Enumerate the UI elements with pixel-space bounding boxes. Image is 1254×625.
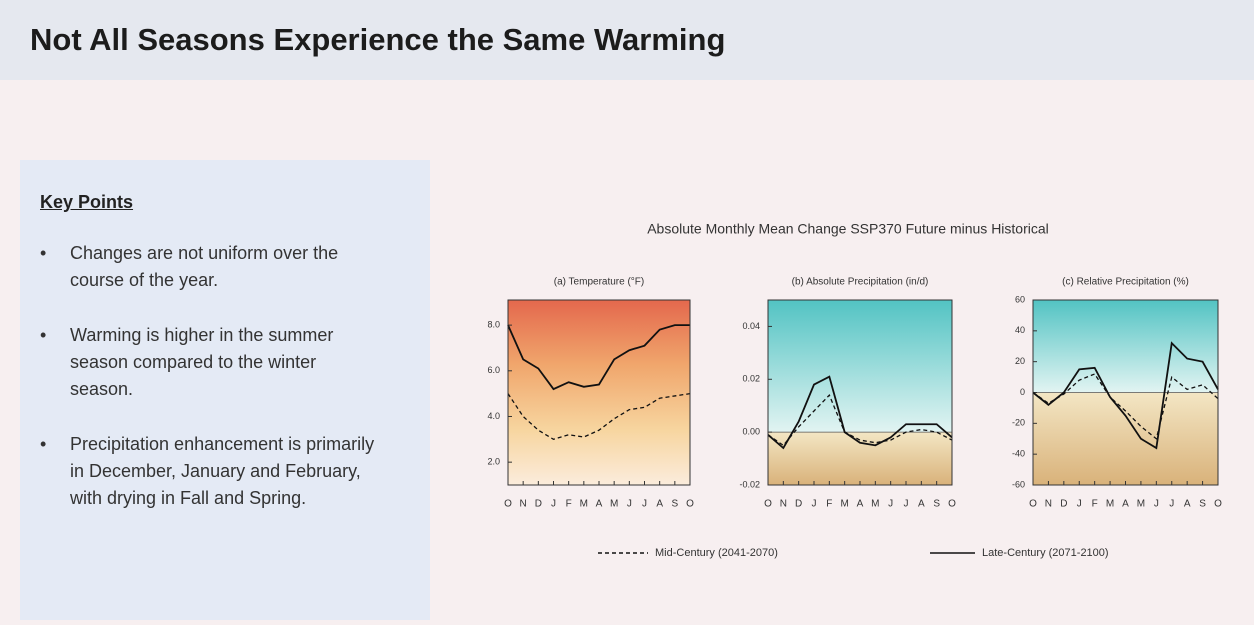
- x-tick-label: D: [795, 499, 802, 510]
- series-line: [507, 392, 691, 441]
- y-tick-label: 0.02: [742, 374, 760, 384]
- plot-frame: [767, 299, 953, 486]
- figure-title: Absolute Monthly Mean Change SSP370 Futu…: [647, 221, 1049, 237]
- y-tick-label: 2.0: [487, 457, 500, 467]
- series-line: [767, 393, 953, 447]
- y-tick-label: -60: [1012, 479, 1025, 489]
- y-tick-label: 4.0: [487, 411, 500, 421]
- key-points-heading: Key Points: [40, 192, 134, 212]
- bullet: Changes are not uniform over the course …: [20, 240, 380, 294]
- slide-title: Not All Seasons Experience the Same Warm…: [30, 22, 726, 57]
- x-tick-label: J: [1154, 499, 1159, 510]
- chart-title: (b) Absolute Precipitation (in/d): [792, 277, 929, 288]
- y-tick-label: 0: [1020, 387, 1025, 397]
- x-tick-label: J: [1169, 499, 1174, 510]
- chart-title: (c) Relative Precipitation (%): [1062, 277, 1189, 288]
- bullet: Precipitation enhancement is primarily i…: [20, 431, 380, 512]
- x-tick-label: J: [812, 499, 817, 510]
- x-tick-label: S: [1199, 499, 1206, 510]
- x-tick-label: S: [671, 499, 678, 510]
- x-tick-label: J: [904, 499, 909, 510]
- y-tick-label: 6.0: [487, 365, 500, 375]
- legend-label: Late-Century (2071-2100): [982, 547, 1109, 559]
- x-tick-label: A: [918, 499, 925, 510]
- x-tick-label: F: [566, 499, 572, 510]
- x-tick-label: O: [1029, 499, 1037, 510]
- plot-background: [768, 300, 952, 433]
- x-tick-label: A: [1122, 499, 1129, 510]
- chart-title: (a) Temperature (°F): [554, 277, 645, 288]
- x-tick-label: M: [1106, 499, 1114, 510]
- x-tick-label: M: [840, 499, 848, 510]
- plot-background: [508, 300, 690, 485]
- x-tick-label: F: [826, 499, 832, 510]
- plot-background: [1033, 300, 1218, 393]
- y-tick-label: -20: [1012, 418, 1025, 428]
- x-tick-label: O: [948, 499, 956, 510]
- series-line: [507, 324, 690, 391]
- series-line: [1032, 373, 1219, 440]
- x-tick-label: O: [1214, 499, 1222, 510]
- x-tick-label: N: [1045, 499, 1052, 510]
- bullet: Warming is higher in the summer season c…: [20, 322, 380, 403]
- x-tick-label: M: [871, 499, 879, 510]
- plot-background: [1033, 392, 1218, 485]
- x-tick-label: J: [627, 499, 632, 510]
- x-tick-label: M: [580, 499, 588, 510]
- x-tick-label: O: [504, 499, 512, 510]
- x-tick-label: D: [1060, 499, 1067, 510]
- y-tick-label: 8.0: [487, 319, 500, 329]
- y-tick-label: 20: [1015, 356, 1025, 366]
- x-tick-label: F: [1092, 499, 1098, 510]
- x-tick-label: A: [1184, 499, 1191, 510]
- x-tick-label: J: [1077, 499, 1082, 510]
- plot-background: [768, 432, 952, 485]
- x-tick-label: N: [780, 499, 787, 510]
- x-tick-label: J: [551, 499, 556, 510]
- x-tick-label: M: [610, 499, 618, 510]
- legend: Mid-Century (2041-2070) Late-Century (20…: [598, 547, 1109, 559]
- x-tick-label: O: [686, 499, 694, 510]
- x-tick-label: A: [656, 499, 663, 510]
- plot-frame: [507, 299, 691, 486]
- y-tick-label: 60: [1015, 294, 1025, 304]
- x-tick-label: D: [535, 499, 542, 510]
- x-tick-label: J: [642, 499, 647, 510]
- legend-label: Mid-Century (2041-2070): [655, 547, 778, 559]
- y-tick-label: 0.04: [742, 321, 760, 331]
- x-tick-label: S: [933, 499, 940, 510]
- key-points-panel: Key Points Changes are not uniform over …: [20, 160, 430, 620]
- series-line: [767, 375, 953, 450]
- x-tick-label: M: [1137, 499, 1145, 510]
- series-line: [1032, 341, 1219, 450]
- x-tick-label: N: [520, 499, 527, 510]
- title-bar: [0, 0, 1254, 80]
- key-points-list: Changes are not uniform over the course …: [20, 240, 380, 540]
- x-tick-label: J: [888, 499, 893, 510]
- y-tick-label: 40: [1015, 325, 1025, 335]
- y-tick-label: -40: [1012, 449, 1025, 459]
- y-tick-label: 0.00: [742, 427, 760, 437]
- x-tick-label: A: [596, 499, 603, 510]
- y-tick-label: -0.02: [739, 479, 760, 489]
- plot-frame: [1032, 299, 1219, 486]
- x-tick-label: O: [764, 499, 772, 510]
- x-tick-label: A: [857, 499, 864, 510]
